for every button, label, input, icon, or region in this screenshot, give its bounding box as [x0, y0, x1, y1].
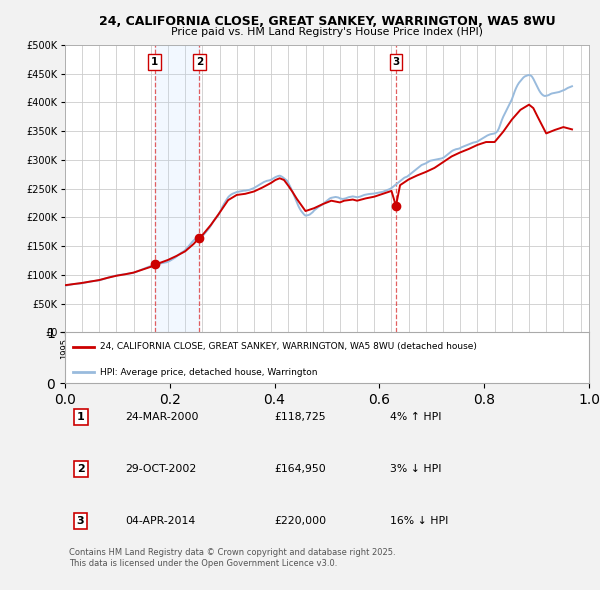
Text: HPI: Average price, detached house, Warrington: HPI: Average price, detached house, Warr… — [100, 368, 318, 377]
Text: £164,950: £164,950 — [275, 464, 326, 474]
Text: 24, CALIFORNIA CLOSE, GREAT SANKEY, WARRINGTON, WA5 8WU (detached house): 24, CALIFORNIA CLOSE, GREAT SANKEY, WARR… — [100, 342, 478, 351]
Text: 4% ↑ HPI: 4% ↑ HPI — [390, 412, 442, 422]
Text: 3% ↓ HPI: 3% ↓ HPI — [390, 464, 442, 474]
Text: 16% ↓ HPI: 16% ↓ HPI — [390, 516, 448, 526]
Text: 04-APR-2014: 04-APR-2014 — [125, 516, 196, 526]
Text: 3: 3 — [77, 516, 85, 526]
Text: 1: 1 — [77, 412, 85, 422]
Text: 29-OCT-2002: 29-OCT-2002 — [125, 464, 196, 474]
Text: Contains HM Land Registry data © Crown copyright and database right 2025.
This d: Contains HM Land Registry data © Crown c… — [69, 548, 395, 568]
Text: 2: 2 — [77, 464, 85, 474]
Text: 24, CALIFORNIA CLOSE, GREAT SANKEY, WARRINGTON, WA5 8WU: 24, CALIFORNIA CLOSE, GREAT SANKEY, WARR… — [98, 15, 556, 28]
Bar — [155, 45, 199, 332]
Text: £220,000: £220,000 — [275, 516, 326, 526]
Text: 2: 2 — [196, 57, 203, 67]
Text: 1: 1 — [151, 57, 158, 67]
Text: 24-MAR-2000: 24-MAR-2000 — [125, 412, 199, 422]
Text: Price paid vs. HM Land Registry's House Price Index (HPI): Price paid vs. HM Land Registry's House … — [171, 27, 483, 37]
Text: 3: 3 — [392, 57, 400, 67]
Text: £118,725: £118,725 — [275, 412, 326, 422]
